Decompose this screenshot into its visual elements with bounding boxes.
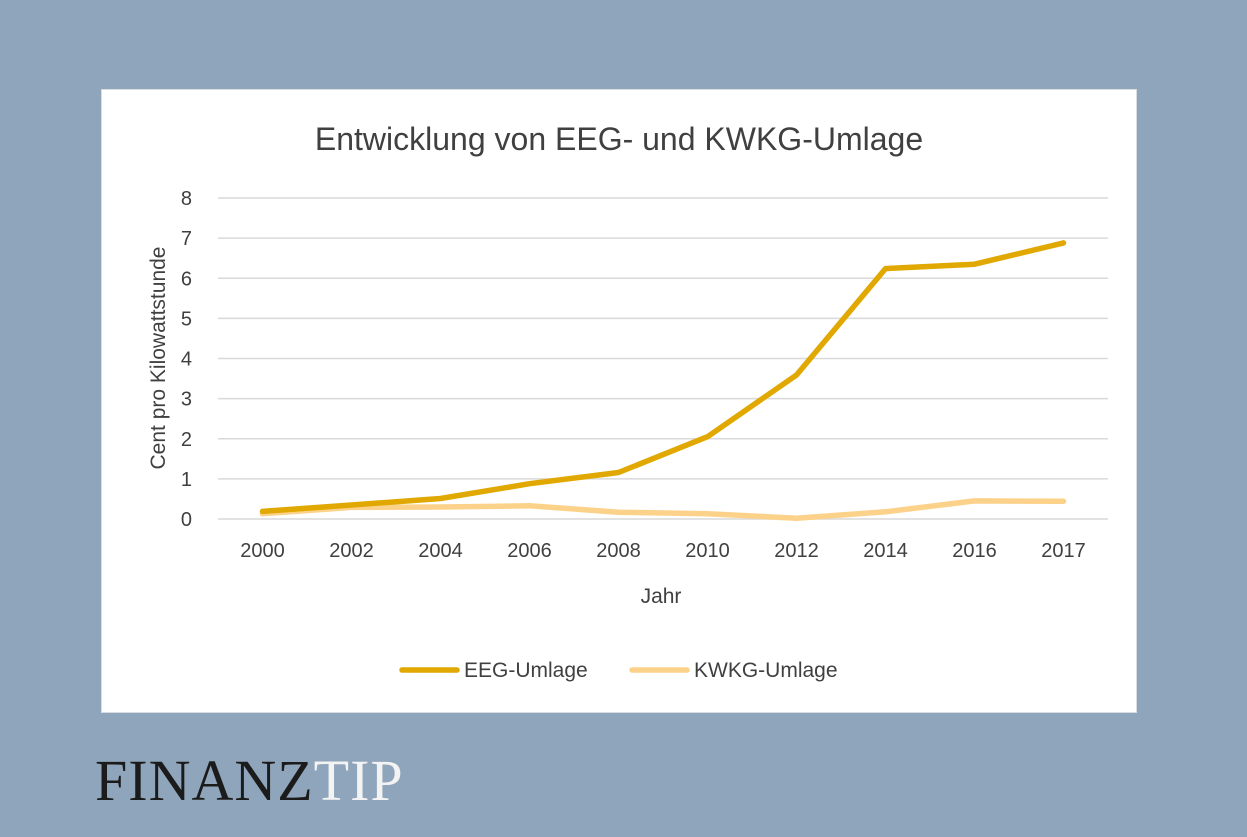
gridlines xyxy=(218,197,1108,520)
y-axis-title: Cent pro Kilowattstunde xyxy=(147,247,170,470)
chart-title: Entwicklung von EEG- und KWKG-Umlage xyxy=(315,121,923,157)
y-tick-label: 4 xyxy=(181,349,192,371)
x-axis-title: Jahr xyxy=(641,585,682,608)
y-tick-label: 6 xyxy=(181,268,192,290)
x-tick-label: 2004 xyxy=(418,540,463,562)
x-tick-label: 2002 xyxy=(329,540,374,562)
y-tick-label: 3 xyxy=(181,389,192,411)
finanztip-logo: FINANZTIP xyxy=(95,752,404,810)
x-tick-label: 2016 xyxy=(952,540,997,562)
series-lines xyxy=(259,240,1067,521)
x-tick-label: 2010 xyxy=(685,540,730,562)
x-tick-label: 2000 xyxy=(240,540,285,562)
series-line-eeg-umlage xyxy=(259,240,1067,515)
y-tick-label: 2 xyxy=(181,429,192,451)
y-tick-label: 5 xyxy=(181,308,192,330)
x-tick-label: 2017 xyxy=(1041,540,1086,562)
x-tick-label: 2012 xyxy=(774,540,819,562)
legend-label-eeg-umlage: EEG-Umlage xyxy=(464,659,588,682)
logo-text-tip: TIP xyxy=(313,748,404,813)
logo-text-finanz: FINANZ xyxy=(95,748,314,813)
y-tick-label: 0 xyxy=(181,509,192,531)
y-tick-label: 8 xyxy=(181,188,192,210)
line-chart: Entwicklung von EEG- und KWKG-Umlage 0 1 2… xyxy=(147,121,1108,682)
y-tick-label: 1 xyxy=(181,469,192,491)
legend-label-kwkg-umlage: KWKG-Umlage xyxy=(694,659,838,682)
y-axis-ticks: 0 1 2 3 4 5 6 7 8 xyxy=(181,188,192,531)
y-tick-label: 7 xyxy=(181,228,192,250)
series-line-kwkg-umlage xyxy=(259,498,1067,521)
x-tick-label: 2008 xyxy=(596,540,641,562)
x-tick-label: 2014 xyxy=(863,540,908,562)
legend: EEG-Umlage KWKG-Umlage xyxy=(399,659,838,682)
x-axis-ticks: 2000 2002 2004 2006 2008 2010 2012 2014 2016 2017 xyxy=(240,540,1086,562)
chart-card: Entwicklung von EEG- und KWKG-Umlage 0 1 2… xyxy=(101,89,1137,713)
x-tick-label: 2006 xyxy=(507,540,552,562)
